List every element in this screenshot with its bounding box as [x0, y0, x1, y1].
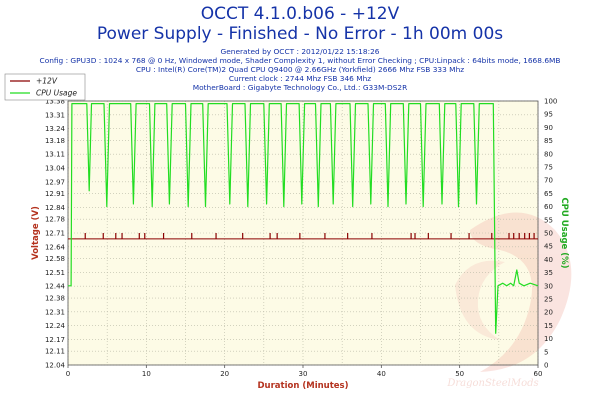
y2-tick-label: 40	[544, 256, 553, 264]
y2-tick-label: 55	[544, 216, 553, 224]
x-tick-label: 10	[142, 370, 151, 378]
y2-tick-label: 80	[544, 150, 553, 158]
y-tick-label: 12.91	[45, 190, 65, 198]
y-tick-label: 12.38	[45, 295, 65, 303]
y2-tick-label: 5	[544, 348, 548, 356]
y-tick-label: 12.51	[45, 269, 65, 277]
y2-tick-label: 35	[544, 269, 553, 277]
y-tick-label: 12.04	[45, 362, 66, 370]
legend-label-cpu: CPU Usage	[36, 89, 77, 98]
y-tick-label: 12.97	[45, 178, 65, 186]
x-tick-label: 0	[66, 370, 70, 378]
y-tick-label: 13.11	[45, 151, 65, 159]
y2-tick-label: 60	[544, 203, 553, 211]
series-line-cpu-usage	[68, 102, 539, 334]
x-tick-label: 50	[455, 370, 464, 378]
y-tick-label: 12.31	[45, 308, 65, 316]
y2-tick-label: 100	[544, 98, 557, 106]
y-tick-label: 13.24	[45, 125, 66, 133]
config-info: Config : GPU3D : 1024 x 768 @ 0 Hz, Wind…	[39, 56, 561, 65]
watermark-swirl	[470, 212, 572, 372]
y2-tick-label: 90	[544, 124, 553, 132]
y2-tick-label: 20	[544, 309, 553, 317]
legend: +12V CPU Usage	[4, 73, 86, 101]
y-tick-label: 13.38	[45, 98, 65, 106]
watermark-swirl-inner	[455, 260, 505, 340]
x-tick-label: 60	[534, 370, 543, 378]
x-tick-label: 30	[299, 370, 308, 378]
y-tick-label: 12.11	[45, 348, 65, 356]
y-tick-label: 12.24	[45, 322, 66, 330]
y2-axis-title: CPU Usage (%)	[559, 197, 569, 268]
y2-tick-label: 15	[544, 322, 553, 330]
y-tick-label: 12.58	[45, 255, 65, 263]
chart-title: OCCT 4.1.0.b06 - +12V	[200, 4, 400, 24]
y-tick-label: 12.71	[45, 230, 65, 238]
cpu-info: CPU : Intel(R) Core(TM)2 Quad CPU Q9400 …	[135, 65, 465, 74]
watermark-text: DragonSteelMods	[446, 378, 538, 389]
y-tick-label: 12.64	[45, 243, 66, 251]
legend-box	[4, 73, 86, 101]
y2-tick-label: 65	[544, 190, 553, 198]
y-tick-label: 13.31	[45, 111, 65, 119]
y-tick-label: 12.44	[45, 283, 66, 291]
y2-tick-label: 50	[544, 230, 553, 238]
y2-tick-label: 95	[544, 111, 553, 119]
y2-tick-label: 30	[544, 282, 553, 290]
y2-tick-label: 45	[544, 243, 553, 251]
legend-label-12v: +12V	[36, 77, 58, 86]
x-tick-label: 40	[377, 370, 386, 378]
y2-tick-label: 75	[544, 164, 553, 172]
y2-tick-label: 0	[544, 362, 548, 370]
watermark-logo: DragonSteelMods	[446, 212, 572, 389]
chart-subtitle: Power Supply - Finished - No Error - 1h …	[96, 24, 504, 44]
clock-info: Current clock : 2744 Mhz FSB 346 Mhz	[228, 74, 372, 83]
x-tick-label: 20	[220, 370, 229, 378]
y2-tick-label: 85	[544, 137, 553, 145]
y-axis-title: Voltage (V)	[31, 206, 41, 260]
y-tick-label: 13.04	[45, 164, 66, 172]
x-axis-title: Duration (Minutes)	[258, 381, 349, 391]
y2-tick-label: 70	[544, 177, 553, 185]
y2-tick-label: 25	[544, 296, 553, 304]
motherboard-info: MotherBoard : Gigabyte Technology Co., L…	[192, 83, 408, 92]
y-tick-label: 12.17	[45, 336, 65, 344]
y-tick-label: 13.18	[45, 137, 65, 145]
y-tick-label: 12.78	[45, 216, 65, 224]
y-tick-label: 12.84	[45, 204, 66, 212]
generated-info: Generated by OCCT : 2012/01/22 15:18:26	[220, 47, 380, 56]
y2-tick-label: 10	[544, 335, 553, 343]
